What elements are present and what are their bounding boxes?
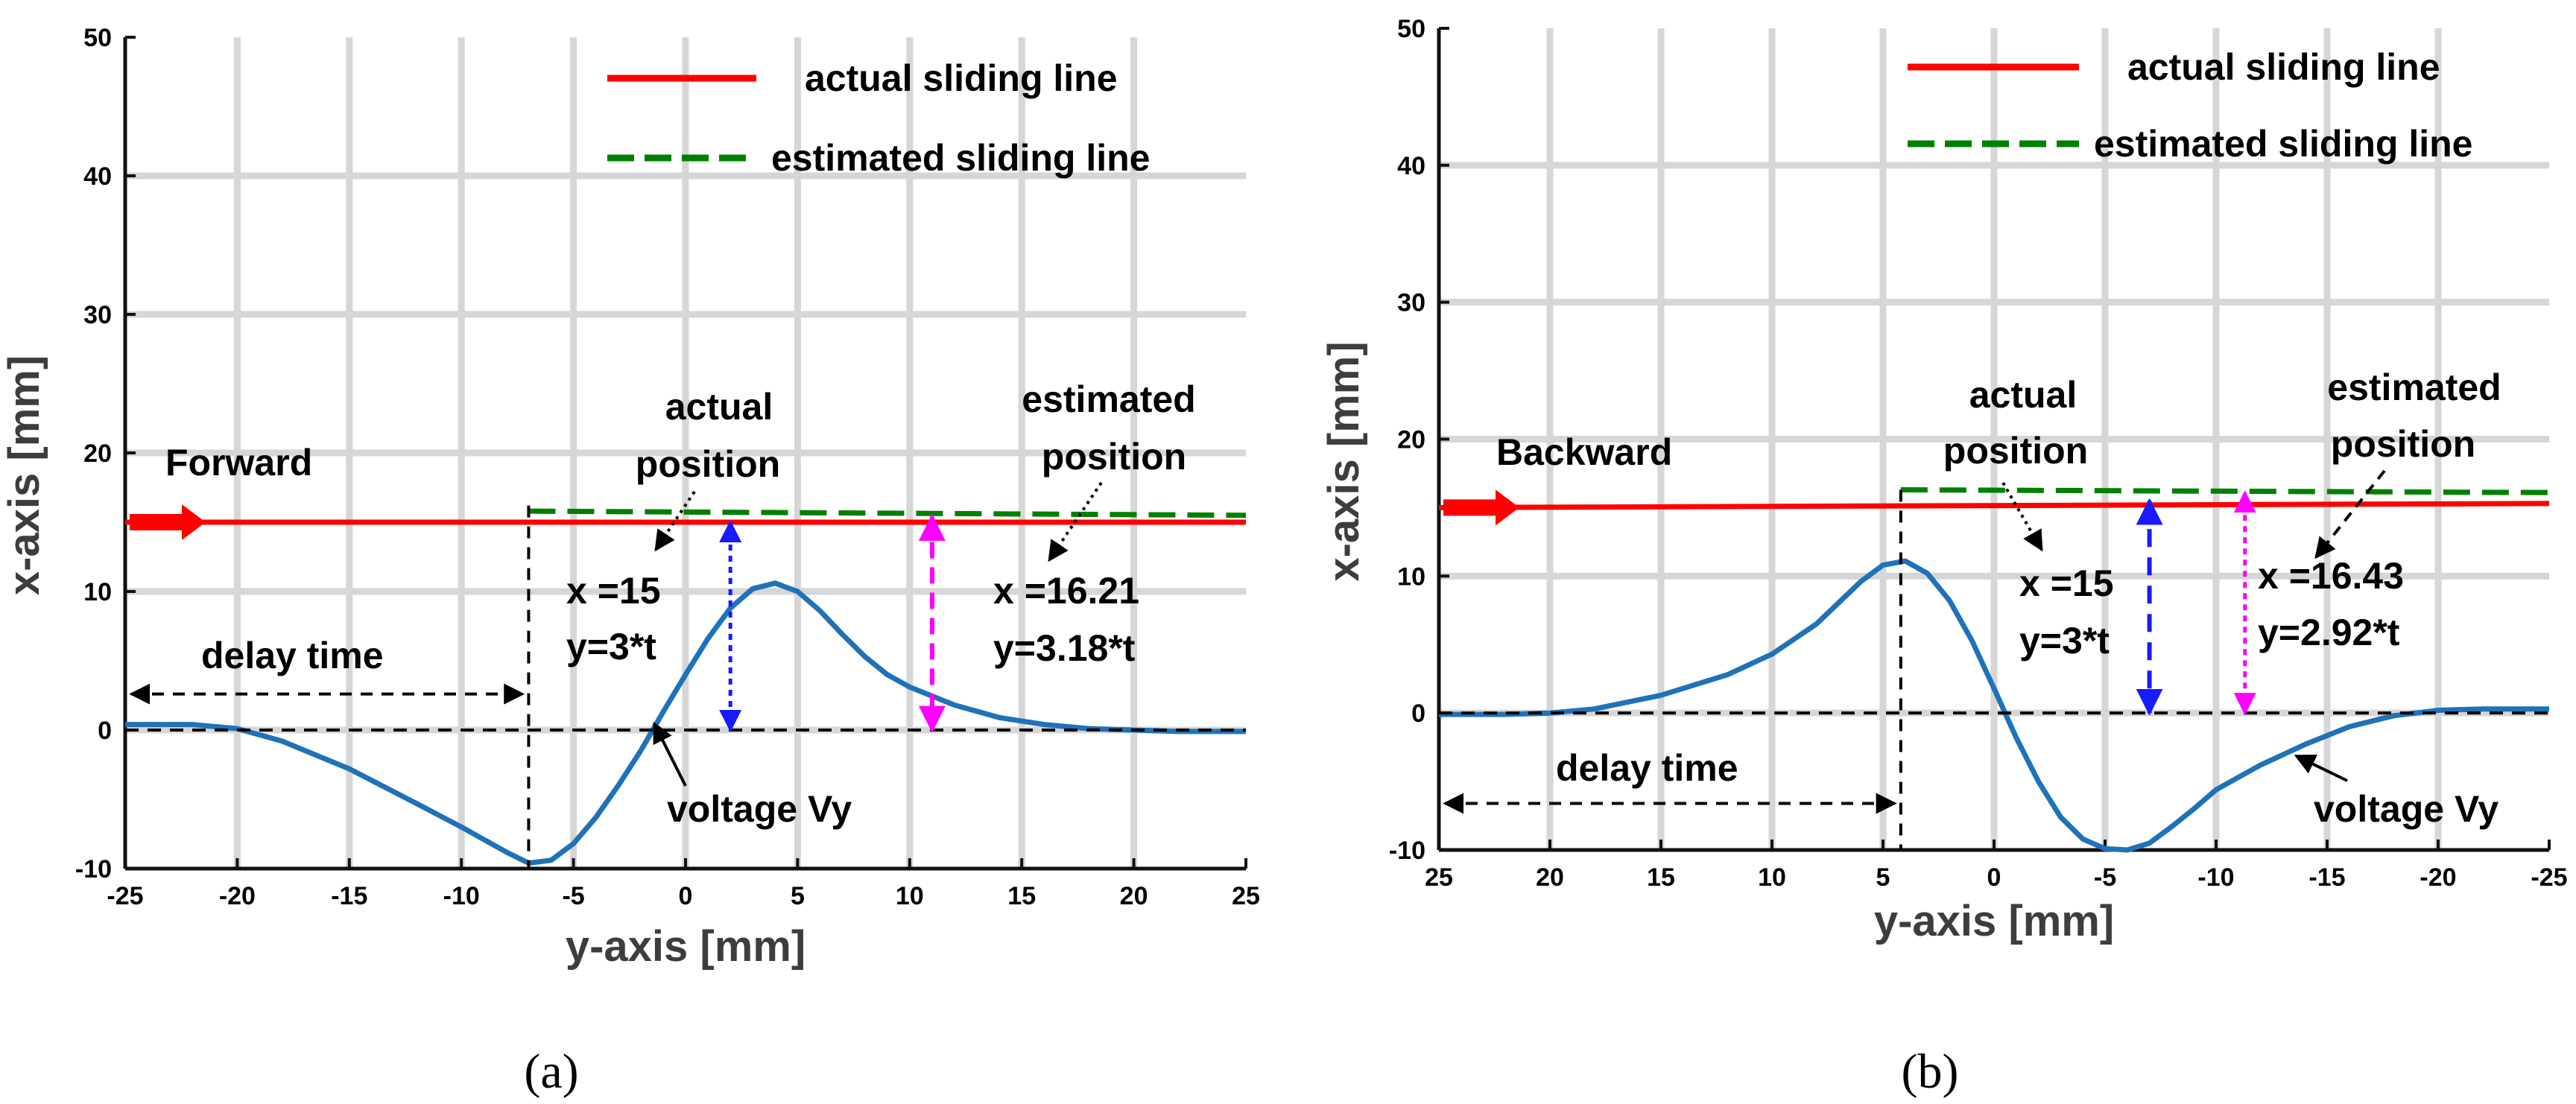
y-tick-label: -10	[1389, 837, 1425, 865]
actual-sliding-line-b	[1438, 501, 2550, 510]
y-tick-labels-a: -10 0 10 20 30 40 50 x-axis [mm]	[0, 24, 112, 883]
x-tick-label: 20	[1536, 863, 1564, 892]
y-tick-label: 20	[1397, 426, 1425, 454]
x-tick-label: 10	[1758, 863, 1786, 892]
actual-position-x-a: x =15	[566, 570, 661, 612]
x-axis-label-b: y-axis [mm]	[1874, 897, 2114, 945]
series-b	[1438, 487, 2550, 853]
x-tick-label: -15	[2308, 863, 2345, 892]
grid-a	[125, 37, 1246, 869]
y-tick-label: 40	[83, 162, 112, 191]
y-tick-label: 50	[83, 24, 112, 52]
y-tick-label: 10	[1397, 562, 1425, 591]
x-tick-labels-a: -25 -20 -15 -10 -5 0 5 10 15 20 25 y-axis [mm]	[107, 882, 1259, 971]
y-tick-label: 50	[1397, 15, 1425, 43]
x-tick-label: 0	[679, 882, 693, 910]
actual-position-title-b-2: position	[1943, 430, 2088, 472]
estimated-sliding-line-a	[528, 508, 1247, 518]
x-tick-label: -5	[2094, 863, 2116, 892]
estimated-position-pointer-b	[2314, 469, 2386, 559]
estimated-sliding-line-b	[1900, 487, 2550, 495]
direction-arrow-b	[1443, 489, 1519, 526]
y-tick-label: 0	[98, 717, 112, 745]
estimated-position-title-a-2: position	[1042, 436, 1186, 478]
delay-time-label-b: delay time	[1556, 747, 1738, 789]
annotations-b: Backward delay time actual position x =15 y=3…	[1439, 367, 2549, 1099]
x-tick-label: -25	[107, 882, 143, 910]
panel-caption-a: (a)	[524, 1044, 578, 1099]
actual-position-x-b: x =15	[2019, 562, 2114, 604]
legend-b: actual sliding line estimated sliding lin…	[1908, 46, 2472, 165]
x-tick-label: 25	[1232, 882, 1260, 910]
chart-panel-a: -25 -20 -15 -10 -5 0 5 10 15 20 25 y-axis [mm] -10 0…	[0, 24, 1260, 1099]
estimated-position-y-b: y=2.92*t	[2258, 612, 2400, 653]
legend-a: actual sliding line estimated sliding lin…	[607, 57, 1150, 179]
x-tick-label: 5	[791, 882, 805, 910]
x-tick-label: -20	[2420, 863, 2456, 892]
direction-label-b: Backward	[1496, 431, 1672, 473]
x-tick-label: 0	[1987, 863, 2001, 892]
estimated-position-title-b: estimated	[2327, 367, 2501, 408]
x-tick-label: -10	[443, 882, 480, 910]
annotations-a: Forward delay time actual position x =15 y=3*…	[125, 378, 1246, 1099]
estimated-position-x-a: x =16.21	[993, 570, 1139, 612]
direction-label-a: Forward	[165, 442, 312, 483]
x-tick-label: -10	[2197, 863, 2234, 892]
x-tick-label: -20	[219, 882, 256, 910]
y-tick-label: 40	[1397, 152, 1425, 180]
x-tick-label: 5	[1876, 863, 1890, 892]
voltage-pointer-b	[2294, 754, 2348, 782]
voltage-label-a: voltage Vy	[667, 788, 852, 830]
legend-label-estimated-a: estimated sliding line	[771, 137, 1150, 179]
direction-arrow-a	[130, 504, 206, 540]
actual-position-y-a: y=3*t	[566, 626, 656, 667]
x-tick-label: -5	[562, 882, 584, 910]
x-tick-label: -15	[331, 882, 367, 910]
x-tick-label: 25	[1425, 863, 1453, 892]
estimated-position-title-a: estimated	[1022, 378, 1195, 420]
y-tick-label: -10	[75, 855, 112, 883]
estimated-position-x-b: x =16.43	[2258, 555, 2404, 597]
estimated-position-y-a: y=3.18*t	[993, 627, 1136, 669]
delay-time-label-a: delay time	[201, 635, 384, 676]
voltage-vy-curve-b	[1439, 558, 2549, 853]
x-tick-label: -25	[2531, 863, 2567, 892]
estimated-position-pointer-a	[1048, 481, 1103, 562]
y-tick-label: 10	[83, 578, 112, 606]
panel-caption-b: (b)	[1902, 1044, 1959, 1099]
x-tick-labels-b: 25 20 15 10 5 0 -5 -10 -15 -20 -25 y-axis [mm]	[1425, 863, 2567, 945]
x-tick-label: 10	[896, 882, 924, 910]
series-a	[125, 508, 1247, 866]
actual-position-title-b: actual	[1969, 374, 2077, 416]
legend-label-actual-a: actual sliding line	[805, 57, 1118, 99]
y-tick-labels-b: -10 0 10 20 30 40 50 x-axis [mm]	[1320, 15, 1425, 865]
y-axis-label-a: x-axis [mm]	[0, 355, 48, 595]
voltage-vy-curve-a	[125, 580, 1246, 866]
estimated-position-title-b-2: position	[2331, 423, 2475, 465]
y-tick-label: 30	[83, 301, 112, 329]
y-tick-label: 30	[1397, 289, 1425, 317]
voltage-label-b: voltage Vy	[2314, 788, 2499, 830]
legend-label-estimated-b: estimated sliding line	[2094, 123, 2472, 165]
grid-b	[1439, 28, 2549, 850]
y-tick-label: 20	[83, 440, 112, 468]
y-axis-label-b: x-axis [mm]	[1320, 341, 1368, 581]
x-axis-label-a: y-axis [mm]	[566, 922, 806, 971]
actual-position-y-b: y=3*t	[2019, 620, 2110, 662]
x-tick-label: 15	[1647, 863, 1675, 892]
x-tick-label: 20	[1120, 882, 1148, 910]
legend-label-actual-b: actual sliding line	[2127, 46, 2440, 88]
actual-position-pointer-b	[2001, 481, 2043, 552]
voltage-pointer-a	[653, 721, 687, 787]
actual-position-title-a-2: position	[636, 443, 780, 485]
chart-panel-b: 25 20 15 10 5 0 -5 -10 -15 -20 -25y-axis [mm] -100…	[1320, 15, 2568, 1099]
actual-position-title-a: actual	[665, 386, 773, 428]
y-tick-label: 0	[1411, 699, 1425, 728]
x-tick-label: 15	[1007, 882, 1036, 910]
